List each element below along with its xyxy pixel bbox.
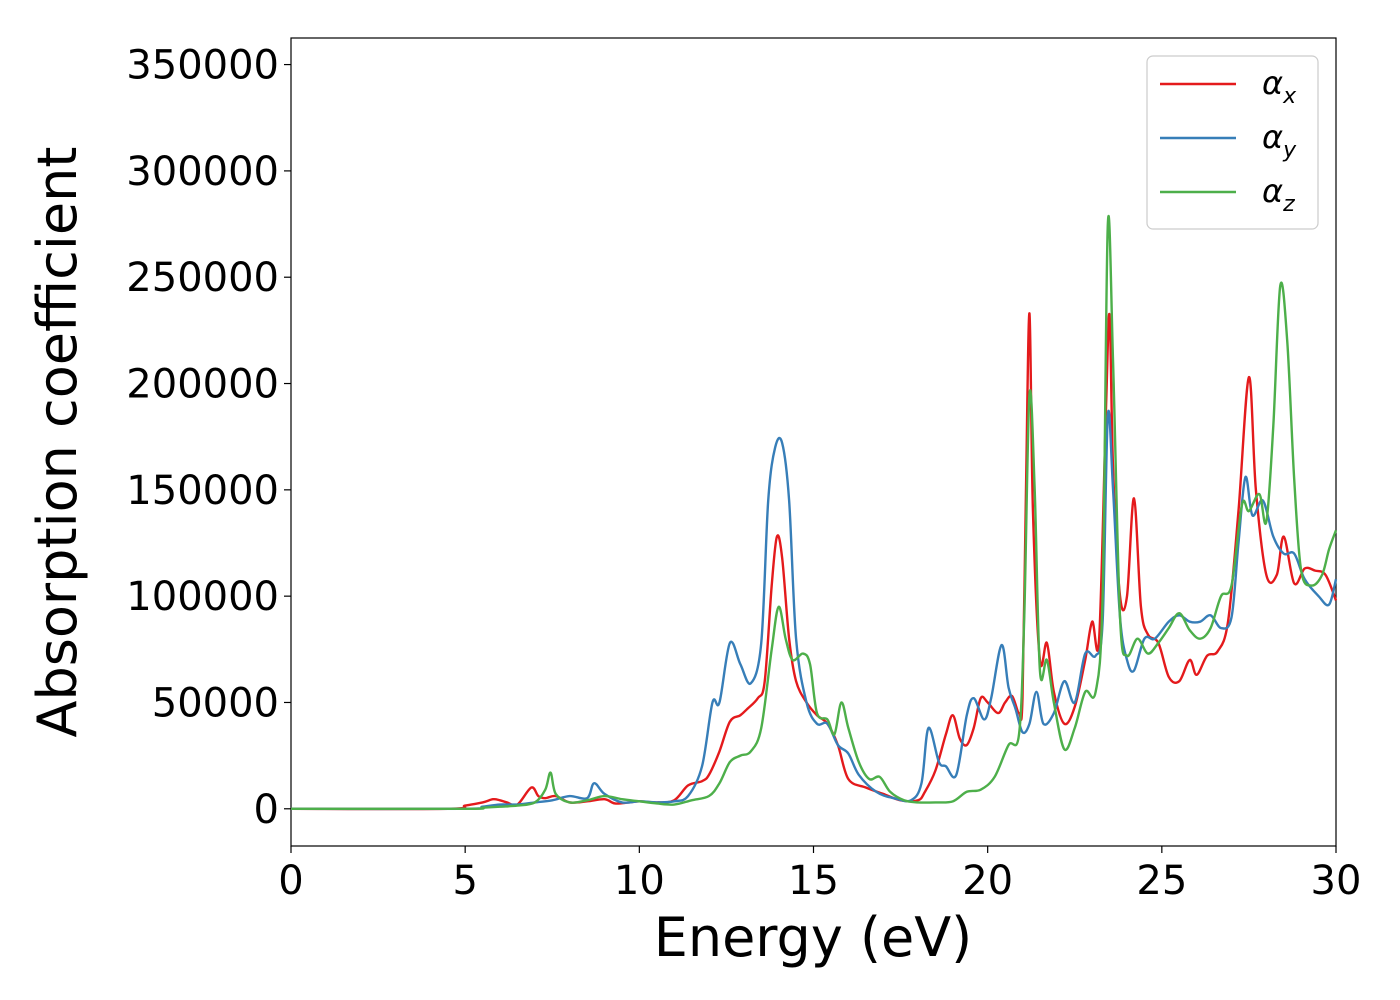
series-layer — [290, 214, 1338, 811]
series-line-z — [290, 214, 1338, 811]
x-axis: 0 5 10 15 20 25 30 — [278, 846, 1361, 904]
legend-symbol: α — [1262, 118, 1283, 156]
y-tick-label: 350000 — [126, 43, 279, 89]
legend-label-x: αx — [1262, 64, 1297, 109]
legend-box — [1146, 55, 1319, 230]
x-tick-label: 20 — [962, 858, 1013, 904]
series-line-y — [290, 409, 1338, 811]
legend-subscript: z — [1282, 192, 1295, 217]
y-tick-label: 300000 — [126, 149, 279, 195]
y-tick-label: 150000 — [126, 468, 279, 514]
legend-subscript: x — [1282, 84, 1297, 109]
y-tick-label: 200000 — [126, 362, 279, 408]
legend-label-z: αz — [1262, 172, 1295, 217]
x-tick-label: 0 — [278, 858, 303, 904]
y-axis-label: Absorption coefficient — [26, 147, 89, 738]
y-tick-label: 50000 — [152, 680, 279, 726]
legend-subscript: y — [1282, 138, 1297, 163]
y-tick-label: 250000 — [126, 255, 279, 301]
y-tick-label: 100000 — [126, 574, 279, 620]
x-tick-label: 10 — [614, 858, 665, 904]
x-tick-label: 30 — [1311, 858, 1362, 904]
x-tick-label: 15 — [788, 858, 839, 904]
legend-symbol: α — [1262, 172, 1283, 210]
y-tick-label: 0 — [254, 787, 279, 833]
x-tick-label: 25 — [1136, 858, 1187, 904]
x-tick-label: 5 — [452, 858, 477, 904]
legend-label-y: αy — [1262, 118, 1297, 163]
y-axis: 0 50000 100000 150000 200000 250000 300000 3500… — [126, 43, 291, 833]
x-axis-label: Energy (eV) — [654, 906, 973, 969]
legend-symbol: α — [1262, 64, 1283, 102]
